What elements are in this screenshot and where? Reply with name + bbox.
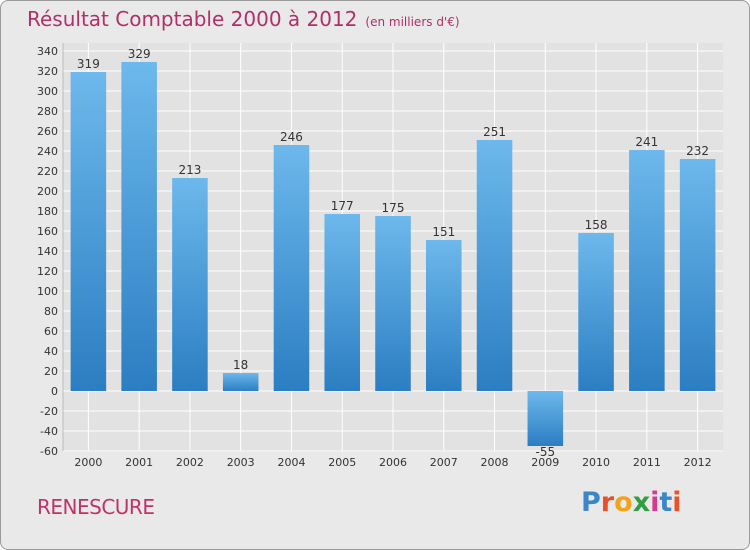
x-tick-label-2005: 2005	[328, 456, 356, 469]
bar-2008	[476, 140, 513, 391]
x-tick-label-2012: 2012	[684, 456, 712, 469]
y-tick-label: -20	[40, 405, 58, 418]
y-tick-label: 200	[37, 185, 58, 198]
value-label-2006: 175	[382, 201, 405, 215]
x-tick-label-2009: 2009	[531, 456, 559, 469]
bar-layer	[70, 62, 716, 446]
bar-2003	[222, 373, 259, 391]
y-tick-label: 280	[37, 105, 58, 118]
y-tick-label: 260	[37, 125, 58, 138]
logo-letter: t	[659, 487, 673, 518]
y-tick-label: 20	[44, 365, 58, 378]
commune-name: RENESCURE	[37, 495, 155, 519]
bar-2002	[172, 178, 208, 391]
bar-2001	[121, 62, 157, 391]
bar-2007	[426, 240, 462, 391]
value-label-2001: 329	[128, 47, 151, 61]
logo-letter: x	[632, 487, 651, 518]
bar-2004	[273, 145, 310, 391]
y-tick-label: 100	[37, 285, 58, 298]
value-label-2010: 158	[585, 218, 608, 232]
bar-2005	[324, 214, 360, 391]
value-label-2009: -55	[536, 445, 556, 459]
value-label-2004: 246	[280, 130, 303, 144]
value-label-2002: 213	[178, 163, 201, 177]
value-label-2008: 251	[483, 125, 506, 139]
label-layer: -60 -40 -20 0 20 40 60 80 100 120 140 160 180 200 220 2…	[37, 45, 712, 469]
bar-2011	[629, 150, 665, 391]
x-tick-label-2008: 2008	[481, 456, 509, 469]
bar-2009	[527, 391, 564, 446]
y-tick-label: 80	[44, 305, 58, 318]
bar-2000	[70, 72, 107, 391]
chart-subtitle: (en milliers d'€)	[365, 15, 460, 29]
logo-letter: i	[672, 487, 682, 518]
value-label-2005: 177	[331, 199, 354, 213]
logo-letter: P	[581, 487, 601, 518]
y-tick-label: 340	[37, 45, 58, 58]
bar-2006	[375, 216, 411, 391]
x-tick-label-2011: 2011	[633, 456, 661, 469]
y-tick-label: 40	[44, 345, 58, 358]
y-tick-label: 180	[37, 205, 58, 218]
proxiti-logo[interactable]: Proxiti	[581, 487, 682, 518]
bar-2012	[679, 159, 716, 391]
x-tick-label-2002: 2002	[176, 456, 204, 469]
y-tick-label: 0	[51, 385, 58, 398]
logo-letter: r	[600, 487, 615, 518]
x-tick-label-2001: 2001	[125, 456, 153, 469]
x-tick-label-2007: 2007	[430, 456, 458, 469]
value-label-2011: 241	[635, 135, 658, 149]
chart-title: Résultat Comptable 2000 à 2012 (en millie…	[27, 7, 460, 31]
y-tick-label: 320	[37, 65, 58, 78]
y-tick-label: 160	[37, 225, 58, 238]
x-tick-label-2004: 2004	[277, 456, 305, 469]
logo-letter: o	[614, 487, 633, 518]
y-tick-label: 220	[37, 165, 58, 178]
y-tick-label: 140	[37, 245, 58, 258]
chart-title-text: Résultat Comptable 2000 à 2012	[27, 7, 358, 31]
logo-letter: i	[650, 487, 660, 518]
y-tick-label: -40	[40, 425, 58, 438]
y-tick-label: -60	[40, 445, 58, 458]
y-tick-label: 300	[37, 85, 58, 98]
value-label-2012: 232	[686, 144, 709, 158]
value-label-2000: 319	[77, 57, 100, 71]
x-tick-label-2010: 2010	[582, 456, 610, 469]
value-label-2007: 151	[432, 225, 455, 239]
x-tick-label-2003: 2003	[227, 456, 255, 469]
bar-2010	[578, 233, 614, 391]
x-tick-label-2006: 2006	[379, 456, 407, 469]
y-tick-label: 240	[37, 145, 58, 158]
value-label-2003: 18	[233, 358, 248, 372]
x-tick-label-2000: 2000	[74, 456, 102, 469]
y-tick-label: 120	[37, 265, 58, 278]
y-tick-label: 60	[44, 325, 58, 338]
